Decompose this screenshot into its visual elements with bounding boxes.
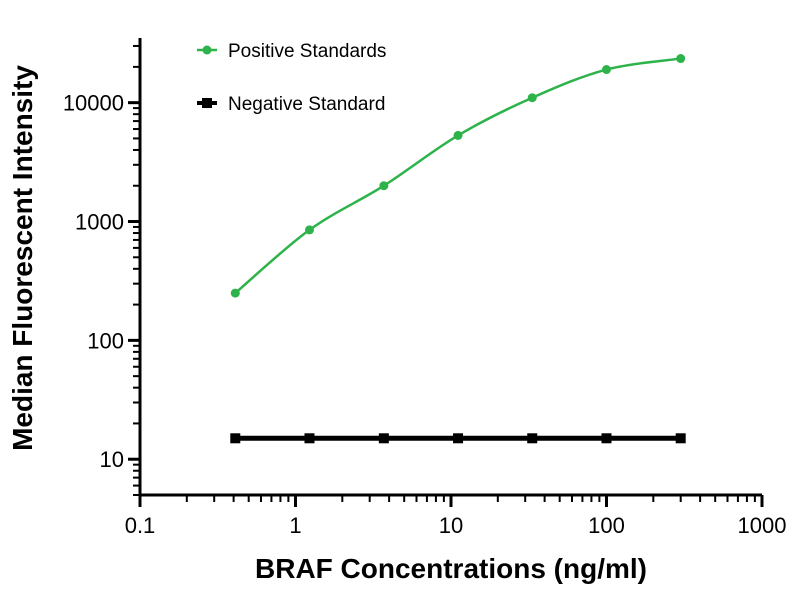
y-tick-label: 1000 xyxy=(75,210,124,235)
data-point-circle xyxy=(676,54,686,64)
data-point-square xyxy=(527,433,538,444)
data-point-square xyxy=(230,433,241,444)
x-tick-label: 0.1 xyxy=(125,513,156,538)
series-layer xyxy=(230,54,686,444)
data-point-circle xyxy=(453,130,463,140)
legend-label: Positive Standards xyxy=(228,41,386,62)
data-point-square xyxy=(304,433,315,444)
y-tick-label: 100 xyxy=(87,328,124,353)
y-tick-label: 10 xyxy=(100,447,124,472)
data-point-circle xyxy=(304,225,314,235)
data-point-square xyxy=(601,433,612,444)
x-axis-title: BRAF Concentrations (ng/ml) xyxy=(255,553,647,584)
x-tick-label: 100 xyxy=(588,513,625,538)
legend-marker-circle xyxy=(202,45,212,55)
legend: Positive Standards Negative Standard xyxy=(197,41,386,115)
data-point-square xyxy=(378,433,389,444)
data-point-square xyxy=(453,433,464,444)
data-point-circle xyxy=(379,181,389,191)
legend-label: Negative Standard xyxy=(228,94,385,115)
ticks: 0.1 1 10 100 1000 10 100 1000 10000 xyxy=(63,44,787,538)
x-tick-label: 1000 xyxy=(738,513,787,538)
legend-marker-square xyxy=(202,98,212,108)
x-tick-label: 10 xyxy=(439,513,463,538)
data-point-square xyxy=(675,433,686,444)
y-tick-label: 10000 xyxy=(63,91,124,116)
x-tick-label: 1 xyxy=(289,513,301,538)
data-point-circle xyxy=(230,288,240,298)
y-axis-title: Median Fluorescent Intensity xyxy=(7,65,38,451)
data-point-circle xyxy=(527,93,537,103)
data-point-circle xyxy=(602,65,611,75)
